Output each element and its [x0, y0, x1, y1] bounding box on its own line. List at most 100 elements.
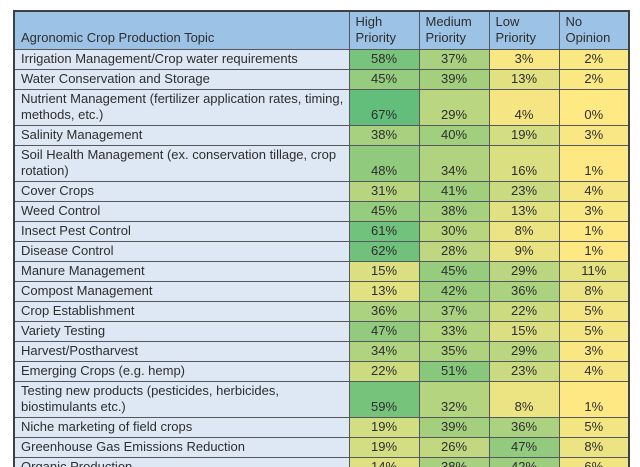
value-cell: 28%: [418, 241, 490, 262]
value-cell: 34%: [348, 341, 420, 362]
column-header-no-opinion: No Opinion: [558, 10, 630, 50]
value-cell: 8%: [488, 381, 560, 418]
table-row: Harvest/Postharvest 34% 35% 29% 3%: [13, 341, 630, 362]
value-cell: 6%: [558, 457, 630, 467]
table-row: Compost Management 13% 42% 36% 8%: [13, 281, 630, 302]
value-cell: 1%: [558, 145, 630, 182]
topic-cell: Irrigation Management/Crop water require…: [13, 49, 350, 70]
value-cell: 1%: [558, 241, 630, 262]
value-cell: 19%: [488, 125, 560, 146]
value-cell: 58%: [348, 49, 420, 70]
priority-survey-table: Agronomic Crop Production Topic High Pri…: [13, 10, 630, 467]
topic-cell: Manure Management: [13, 261, 350, 282]
value-cell: 29%: [488, 341, 560, 362]
topic-cell: Disease Control: [13, 241, 350, 262]
value-cell: 11%: [558, 261, 630, 282]
column-header-topic: Agronomic Crop Production Topic: [13, 10, 350, 50]
table-row: Nutrient Management (fertilizer applicat…: [13, 89, 630, 126]
value-cell: 15%: [488, 321, 560, 342]
header-row: Agronomic Crop Production Topic High Pri…: [13, 10, 630, 50]
value-cell: 23%: [488, 181, 560, 202]
value-cell: 41%: [418, 181, 490, 202]
value-cell: 33%: [418, 321, 490, 342]
value-cell: 26%: [418, 437, 490, 458]
value-cell: 36%: [488, 281, 560, 302]
topic-cell: Soil Health Management (ex. conservation…: [13, 145, 350, 182]
column-header-high-priority: High Priority: [348, 10, 420, 50]
value-cell: 38%: [418, 201, 490, 222]
value-cell: 19%: [348, 417, 420, 438]
table-row: Organic Production 14% 38% 42% 6%: [13, 457, 630, 467]
value-cell: 36%: [348, 301, 420, 322]
value-cell: 2%: [558, 69, 630, 90]
topic-cell: Nutrient Management (fertilizer applicat…: [13, 89, 350, 126]
value-cell: 38%: [348, 125, 420, 146]
table-body: Irrigation Management/Crop water require…: [13, 49, 630, 467]
value-cell: 14%: [348, 457, 420, 467]
table-row: Greenhouse Gas Emissions Reduction 19% 26%…: [13, 437, 630, 458]
value-cell: 37%: [418, 49, 490, 70]
value-cell: 32%: [418, 381, 490, 418]
topic-cell: Harvest/Postharvest: [13, 341, 350, 362]
value-cell: 29%: [488, 261, 560, 282]
table-row: Niche marketing of field crops 19% 39% 36% 5…: [13, 417, 630, 438]
value-cell: 38%: [418, 457, 490, 467]
value-cell: 22%: [348, 361, 420, 382]
value-cell: 1%: [558, 381, 630, 418]
value-cell: 39%: [418, 417, 490, 438]
value-cell: 4%: [558, 181, 630, 202]
value-cell: 0%: [558, 89, 630, 126]
value-cell: 9%: [488, 241, 560, 262]
topic-cell: Greenhouse Gas Emissions Reduction: [13, 437, 350, 458]
topic-cell: Weed Control: [13, 201, 350, 222]
value-cell: 29%: [418, 89, 490, 126]
column-header-medium-priority: Medium Priority: [418, 10, 490, 50]
value-cell: 39%: [418, 69, 490, 90]
value-cell: 8%: [558, 281, 630, 302]
table-row: Manure Management 15% 45% 29% 11%: [13, 261, 630, 282]
value-cell: 5%: [558, 417, 630, 438]
value-cell: 42%: [488, 457, 560, 467]
value-cell: 19%: [348, 437, 420, 458]
table-row: Cover Crops 31% 41% 23% 4%: [13, 181, 630, 202]
topic-cell: Niche marketing of field crops: [13, 417, 350, 438]
table-row: Water Conservation and Storage 45% 39% 13% 2…: [13, 69, 630, 90]
topic-cell: Compost Management: [13, 281, 350, 302]
value-cell: 16%: [488, 145, 560, 182]
table-row: Weed Control 45% 38% 13% 3%: [13, 201, 630, 222]
value-cell: 45%: [348, 69, 420, 90]
value-cell: 3%: [558, 341, 630, 362]
value-cell: 48%: [348, 145, 420, 182]
table-row: Salinity Management 38% 40% 19% 3%: [13, 125, 630, 146]
value-cell: 35%: [418, 341, 490, 362]
table-row: Testing new products (pesticides, herbic…: [13, 381, 630, 418]
column-header-low-priority: Low Priority: [488, 10, 560, 50]
topic-cell: Testing new products (pesticides, herbic…: [13, 381, 350, 418]
topic-cell: Organic Production: [13, 457, 350, 467]
value-cell: 30%: [418, 221, 490, 242]
value-cell: 42%: [418, 281, 490, 302]
value-cell: 8%: [488, 221, 560, 242]
value-cell: 47%: [348, 321, 420, 342]
value-cell: 5%: [558, 301, 630, 322]
topic-cell: Water Conservation and Storage: [13, 69, 350, 90]
value-cell: 36%: [488, 417, 560, 438]
value-cell: 59%: [348, 381, 420, 418]
table-row: Emerging Crops (e.g. hemp) 22% 51% 23% 4%: [13, 361, 630, 382]
topic-cell: Crop Establishment: [13, 301, 350, 322]
value-cell: 34%: [418, 145, 490, 182]
value-cell: 62%: [348, 241, 420, 262]
table-row: Irrigation Management/Crop water require…: [13, 49, 630, 70]
table-row: Disease Control 62% 28% 9% 1%: [13, 241, 630, 262]
value-cell: 1%: [558, 221, 630, 242]
value-cell: 5%: [558, 321, 630, 342]
table-row: Soil Health Management (ex. conservation…: [13, 145, 630, 182]
value-cell: 15%: [348, 261, 420, 282]
value-cell: 13%: [348, 281, 420, 302]
topic-cell: Emerging Crops (e.g. hemp): [13, 361, 350, 382]
value-cell: 31%: [348, 181, 420, 202]
value-cell: 13%: [488, 201, 560, 222]
table-row: Insect Pest Control 61% 30% 8% 1%: [13, 221, 630, 242]
value-cell: 51%: [418, 361, 490, 382]
